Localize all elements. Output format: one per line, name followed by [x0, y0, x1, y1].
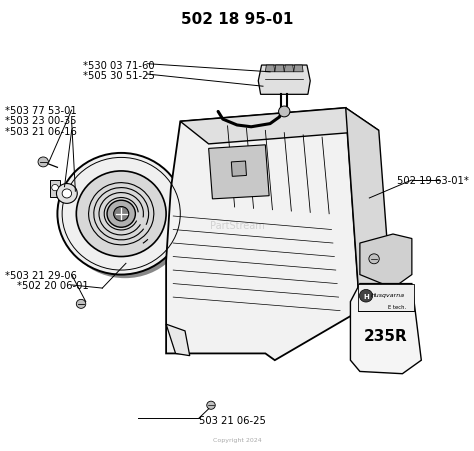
Polygon shape [360, 235, 412, 289]
Circle shape [207, 401, 215, 410]
Circle shape [76, 171, 166, 257]
Text: 503 21 06-25: 503 21 06-25 [199, 415, 266, 425]
Circle shape [107, 201, 136, 228]
Text: 502 18 95-01: 502 18 95-01 [181, 12, 293, 27]
Polygon shape [231, 161, 246, 177]
Text: *505 30 51-25: *505 30 51-25 [83, 71, 155, 81]
Text: *530 03 71-60: *530 03 71-60 [83, 61, 155, 71]
Polygon shape [180, 109, 379, 145]
Text: *502 20 06-01: *502 20 06-01 [17, 281, 89, 290]
Polygon shape [265, 66, 275, 73]
Polygon shape [284, 66, 294, 73]
Circle shape [61, 157, 189, 279]
Text: 235R: 235R [364, 328, 408, 343]
Circle shape [114, 207, 129, 221]
Circle shape [369, 254, 379, 264]
Text: 502 19 63-01*: 502 19 63-01* [397, 175, 469, 185]
Circle shape [62, 189, 72, 198]
Circle shape [56, 184, 77, 204]
Text: Husqvarna: Husqvarna [371, 293, 405, 298]
Polygon shape [258, 66, 310, 95]
Circle shape [279, 107, 290, 118]
Circle shape [76, 299, 86, 308]
Circle shape [38, 157, 48, 167]
Circle shape [52, 185, 58, 191]
Circle shape [57, 153, 185, 275]
Circle shape [359, 290, 373, 302]
Text: PartStream: PartStream [210, 221, 264, 230]
Polygon shape [357, 284, 414, 311]
Text: E tech.: E tech. [388, 304, 406, 309]
Text: *503 21 29-06: *503 21 29-06 [5, 270, 77, 280]
Polygon shape [346, 109, 393, 320]
Polygon shape [294, 66, 303, 73]
Text: *503 77 53-01: *503 77 53-01 [5, 106, 77, 116]
Polygon shape [166, 324, 190, 356]
Text: *503 23 00-35: *503 23 00-35 [5, 116, 77, 126]
Text: *503 21 06-16: *503 21 06-16 [5, 127, 77, 137]
Polygon shape [166, 109, 360, 360]
Polygon shape [275, 66, 284, 73]
Polygon shape [209, 146, 269, 199]
Text: Copyright 2024: Copyright 2024 [213, 437, 261, 442]
Text: H: H [363, 293, 369, 299]
Polygon shape [50, 180, 60, 198]
Polygon shape [350, 284, 421, 374]
